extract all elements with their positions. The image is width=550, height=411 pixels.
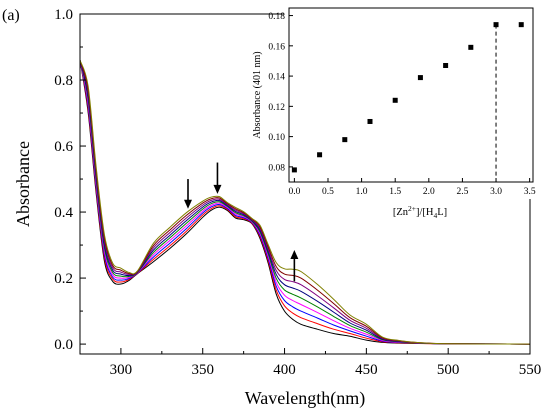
inset-x-tick-label: 2.5: [456, 187, 468, 197]
spectrum-line-5: [79, 60, 531, 345]
inset-x-axis-label: [Zn2+]/[H4L]: [393, 204, 447, 220]
spectrum-line-7: [79, 60, 531, 345]
inset-data-point: [342, 137, 348, 143]
inset-x-tick-label: 1.5: [389, 187, 401, 197]
inset-points: [291, 22, 524, 173]
inset-plot-frame: [288, 7, 534, 183]
spectrum-line-1: [79, 60, 531, 345]
arrow-down-1: [184, 179, 192, 209]
main-y-ticks: 0.0 0.2 0.4 0.6 0.8 1.0: [54, 7, 86, 353]
main-x-axis-label: Wavelength(nm): [245, 388, 366, 409]
main-arrows: [184, 162, 299, 282]
spectrum-line-2: [79, 60, 531, 345]
main-y-tick-label: 0.0: [54, 337, 73, 353]
spectrum-line-4: [79, 60, 531, 345]
inset-y-tick-label: 0.12: [268, 103, 285, 113]
inset-x-tick-label: 0.0: [288, 187, 300, 197]
inset-y-tick-label: 0.18: [268, 12, 285, 22]
spectrum-line-3: [79, 60, 531, 345]
main-y-tick-label: 0.8: [54, 73, 73, 89]
inset-x-tick-label: 0.5: [322, 187, 334, 197]
main-y-tick-label: 0.6: [54, 139, 73, 155]
inset-data-point: [367, 118, 373, 124]
spectrum-line-6: [79, 60, 531, 345]
main-x-tick-label: 500: [437, 362, 460, 378]
inset-y-tick-label: 0.10: [268, 133, 285, 143]
main-x-ticks: 300 350 400 450 500 550: [79, 348, 542, 378]
inset-x-tick-label: 2.0: [423, 187, 435, 197]
main-x-tick-label: 350: [191, 362, 214, 378]
inset-x-tick-label: 3.0: [490, 187, 502, 197]
main-y-tick-label: 0.4: [54, 205, 73, 221]
main-x-tick-label: 300: [110, 362, 133, 378]
inset-y-axis-label: Absorbance (401 nm): [252, 51, 263, 138]
main-curves: [79, 60, 531, 345]
inset-data-point: [443, 62, 449, 68]
inset-data-point: [417, 75, 423, 81]
inset-data-point: [317, 152, 323, 158]
inset-x-ticks: 0.0 0.5 1.0 1.5 2.0 2.5 3.0 3.5: [288, 178, 536, 197]
main-y-tick-label: 0.2: [54, 271, 73, 287]
inset-y-tick-label: 0.14: [268, 73, 285, 83]
spectrum-line-8: [79, 60, 531, 345]
inset-data-point: [291, 167, 297, 173]
main-x-tick-label: 550: [519, 362, 542, 378]
inset-chart: 0.0 0.5 1.0 1.5 2.0 2.5 3.0 3.5 0.08 0.10 0.12 0.1…: [252, 7, 537, 220]
inset-data-point: [493, 22, 499, 28]
inset-data-point: [468, 44, 474, 50]
arrow-down-2: [213, 162, 222, 194]
main-y-axis-label: Absorbance: [13, 141, 33, 227]
inset-background: [284, 7, 537, 199]
inset-y-ticks: 0.08 0.10 0.12 0.14 0.16 0.18: [268, 12, 293, 173]
inset-y-tick-label: 0.08: [268, 163, 285, 173]
inset-y-tick-label: 0.16: [268, 42, 285, 52]
inset-data-point: [392, 97, 398, 103]
main-x-tick-label: 400: [273, 362, 296, 378]
main-chart: 300 350 400 450 500 550 0.0 0.2 0.4 0.6 0.8 1.0 Wa…: [13, 7, 541, 409]
main-y-tick-label: 1.0: [54, 7, 73, 23]
arrow-up-3: [290, 250, 299, 282]
inset-x-tick-label: 1.0: [356, 187, 368, 197]
spectrum-line-9: [79, 60, 531, 345]
main-x-tick-label: 450: [355, 362, 378, 378]
inset-x-tick-label: 3.5: [524, 187, 536, 197]
inset-data-point: [518, 22, 524, 28]
panel-label: (a): [2, 7, 20, 24]
